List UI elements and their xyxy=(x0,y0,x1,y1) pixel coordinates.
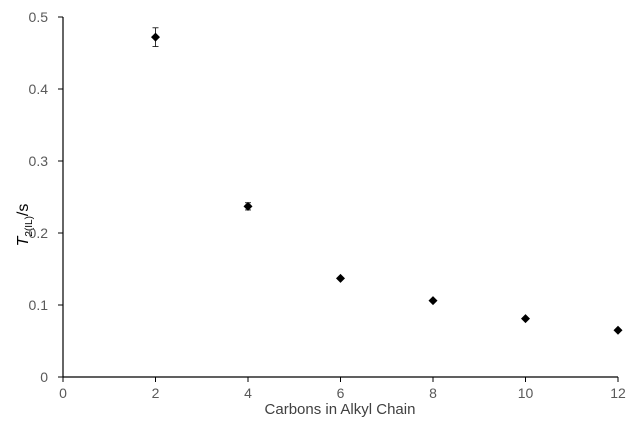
x-tick-label: 0 xyxy=(59,385,67,401)
y-tick-label: 0.4 xyxy=(29,81,49,97)
x-tick-label: 2 xyxy=(152,385,160,401)
x-axis-title: Carbons in Alkyl Chain xyxy=(265,401,416,418)
data-point xyxy=(613,325,623,335)
y-tick-label: 0.1 xyxy=(29,297,49,313)
diamond-marker xyxy=(151,32,160,42)
data-point xyxy=(428,296,438,306)
x-tick-label: 4 xyxy=(244,385,252,401)
diamond-marker xyxy=(521,314,530,324)
x-tick-label: 8 xyxy=(429,385,437,401)
data-point xyxy=(521,314,530,324)
y-axis-title-subscript: 2(IL) xyxy=(24,216,35,237)
y-axis-title: T2(IL)/s xyxy=(15,204,35,247)
tick-labels: 0 2 4 6 8 10 12 0 0.1 0.2 0.3 0.4 0.5 xyxy=(29,9,626,401)
data-points xyxy=(151,27,623,335)
y-axis-title-symbol: T xyxy=(15,235,32,246)
y-tick-label: 0 xyxy=(40,369,48,385)
y-tick-label: 0.3 xyxy=(29,153,49,169)
diamond-marker xyxy=(428,296,438,306)
diamond-marker xyxy=(336,273,345,283)
y-axis-title-unit: /s xyxy=(15,204,32,216)
x-tick-label: 6 xyxy=(337,385,345,401)
y-tick-label: 0.5 xyxy=(29,9,49,25)
svg-text:T2(IL)/s: T2(IL)/s xyxy=(15,204,35,247)
data-point xyxy=(243,201,253,211)
data-point xyxy=(336,273,345,283)
diamond-marker xyxy=(613,325,623,335)
diamond-marker xyxy=(243,201,253,211)
x-tick-label: 10 xyxy=(518,385,534,401)
x-tick-label: 12 xyxy=(610,385,626,401)
y-tick-label: 0.2 xyxy=(29,225,49,241)
data-point xyxy=(151,27,160,47)
axes xyxy=(58,16,619,382)
